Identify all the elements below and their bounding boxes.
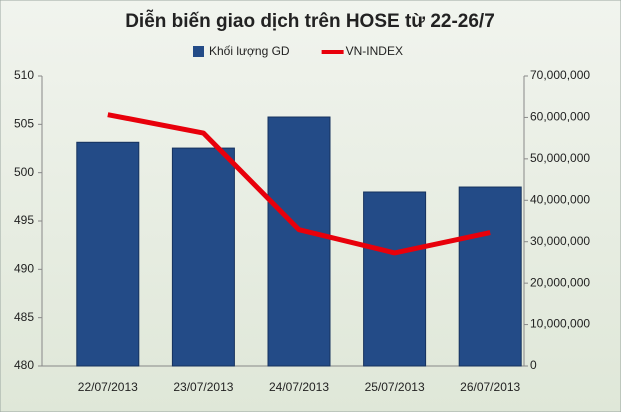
legend-label: Khối lượng GD — [209, 44, 290, 58]
bar — [458, 186, 522, 367]
y2-tick-label: 20,000,000 — [530, 275, 590, 289]
bar — [171, 147, 235, 367]
legend-label: VN-INDEX — [346, 44, 403, 58]
y-tick-label: 480 — [14, 358, 34, 372]
y2-tick-label: 10,000,000 — [530, 317, 590, 331]
y-tick-label: 490 — [14, 262, 34, 276]
bar — [363, 191, 427, 367]
y2-tick-label: 60,000,000 — [530, 110, 590, 124]
y-tick-label: 505 — [14, 117, 34, 131]
y-tick-label: 500 — [14, 165, 34, 179]
x-tick-label: 24/07/2013 — [269, 380, 329, 394]
chart-title: Diễn biến giao dịch trên HOSE từ 22-26/7 — [125, 10, 495, 32]
bar — [76, 141, 140, 367]
x-tick-label: 25/07/2013 — [365, 380, 425, 394]
y2-tick-label: 30,000,000 — [530, 234, 590, 248]
y2-tick-label: 40,000,000 — [530, 192, 590, 206]
y2-tick-label: 50,000,000 — [530, 151, 590, 165]
x-tick-label: 26/07/2013 — [460, 380, 520, 394]
line — [107, 112, 491, 256]
y-tick-label: 495 — [14, 213, 34, 227]
x-tick-label: 23/07/2013 — [173, 380, 233, 394]
legend-swatch — [193, 46, 204, 57]
y-tick-label: 485 — [14, 310, 34, 324]
y2-tick-label: 70,000,000 — [530, 68, 590, 82]
bar — [267, 116, 331, 367]
y-tick-label: 510 — [14, 68, 34, 82]
y2-tick-label: 0 — [530, 358, 537, 372]
x-tick-label: 22/07/2013 — [78, 380, 138, 394]
